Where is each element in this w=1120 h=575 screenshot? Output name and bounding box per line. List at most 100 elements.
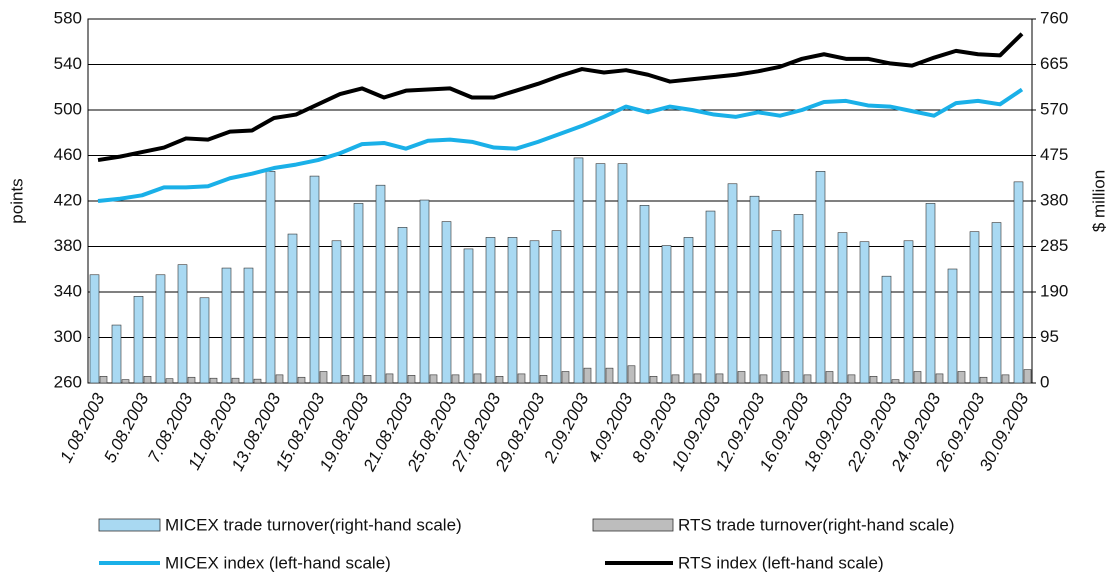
- legend-label: MICEX index (left-hand scale): [165, 553, 391, 572]
- bar: [925, 203, 936, 384]
- bar: [573, 157, 584, 384]
- y2-tick-label: 0: [1040, 372, 1049, 391]
- bar: [473, 373, 482, 384]
- legend-label: RTS trade turnover(right-hand scale): [678, 515, 955, 534]
- y-tick-label: 380: [54, 236, 82, 255]
- bar: [177, 264, 188, 384]
- bar: [551, 230, 562, 384]
- bar: [221, 267, 232, 384]
- bar: [111, 324, 122, 384]
- bar: [825, 371, 834, 384]
- bar: [99, 375, 108, 384]
- bar: [353, 203, 364, 384]
- bar: [991, 222, 1002, 384]
- bar: [429, 374, 438, 384]
- bar: [165, 378, 174, 384]
- bar: [407, 375, 416, 384]
- y-tick-label: 540: [54, 54, 82, 73]
- bar: [529, 240, 540, 384]
- bar: [495, 375, 504, 384]
- y2-tick-label: 475: [1040, 145, 1068, 164]
- bar: [903, 240, 914, 384]
- bar: [605, 367, 614, 384]
- bar: [617, 163, 628, 384]
- bar: [749, 195, 760, 384]
- y-tick-label: 420: [54, 190, 82, 209]
- y2-tick-label: 380: [1040, 190, 1068, 209]
- bar: [463, 248, 474, 384]
- bar: [869, 375, 878, 384]
- y2-tick-label: 570: [1040, 99, 1068, 118]
- bar: [693, 373, 702, 384]
- bar: [847, 374, 856, 384]
- y2-tick-label: 665: [1040, 54, 1068, 73]
- bar: [957, 371, 966, 384]
- bar: [155, 274, 166, 384]
- bar: [947, 268, 958, 384]
- bar: [441, 221, 452, 384]
- y2-tick-label: 95: [1040, 327, 1059, 346]
- bar: [385, 373, 394, 384]
- bar: [649, 375, 658, 384]
- y-tick-label: 340: [54, 281, 82, 300]
- legend-label: RTS index (left-hand scale): [678, 553, 884, 572]
- bar: [781, 371, 790, 384]
- bar: [661, 245, 672, 384]
- y2-tick-label: 285: [1040, 236, 1068, 255]
- bar: [881, 275, 892, 384]
- y-tick-label: 460: [54, 145, 82, 164]
- bar: [715, 373, 724, 384]
- bar: [231, 377, 240, 384]
- bar: [199, 297, 210, 384]
- bar: [727, 183, 738, 384]
- bar: [297, 376, 306, 384]
- y2-axis-label: $ million: [1089, 170, 1108, 232]
- legend-label: MICEX trade turnover(right-hand scale): [165, 515, 462, 534]
- bar: [627, 365, 636, 384]
- bar: [243, 267, 254, 384]
- y2-tick-label: 190: [1040, 281, 1068, 300]
- bar: [539, 375, 548, 384]
- bar: [913, 371, 922, 384]
- y-tick-label: 580: [54, 8, 82, 27]
- bar: [517, 373, 526, 384]
- bar: [935, 373, 944, 384]
- bar: [771, 230, 782, 384]
- bar: [375, 184, 386, 384]
- bar: [121, 379, 130, 384]
- y-tick-label: 300: [54, 327, 82, 346]
- bar: [419, 199, 430, 384]
- bar: [309, 175, 320, 384]
- legend-swatch: [98, 518, 161, 532]
- bar: [397, 227, 408, 384]
- bar: [683, 237, 694, 384]
- bar: [595, 163, 606, 384]
- bar: [561, 371, 570, 384]
- bar: [1001, 374, 1010, 384]
- bar: [89, 274, 100, 384]
- bar: [275, 374, 284, 384]
- line: [97, 87, 1024, 203]
- line: [97, 32, 1024, 163]
- bar: [859, 241, 870, 384]
- y2-tick-label: 760: [1040, 8, 1068, 27]
- legend-swatch: [592, 518, 674, 532]
- bar: [1013, 181, 1024, 384]
- bar: [705, 210, 716, 384]
- bar: [485, 237, 496, 384]
- bar: [363, 375, 372, 384]
- bar: [265, 171, 276, 384]
- bar: [793, 214, 804, 384]
- bar: [143, 375, 152, 384]
- bar: [759, 374, 768, 384]
- y-axis-label: points: [7, 178, 26, 223]
- bar: [507, 237, 518, 384]
- bar: [969, 231, 980, 384]
- bar: [891, 379, 900, 384]
- bar: [187, 376, 196, 384]
- bar: [671, 374, 680, 384]
- bar: [639, 205, 650, 384]
- bar: [837, 232, 848, 384]
- bar: [209, 377, 218, 384]
